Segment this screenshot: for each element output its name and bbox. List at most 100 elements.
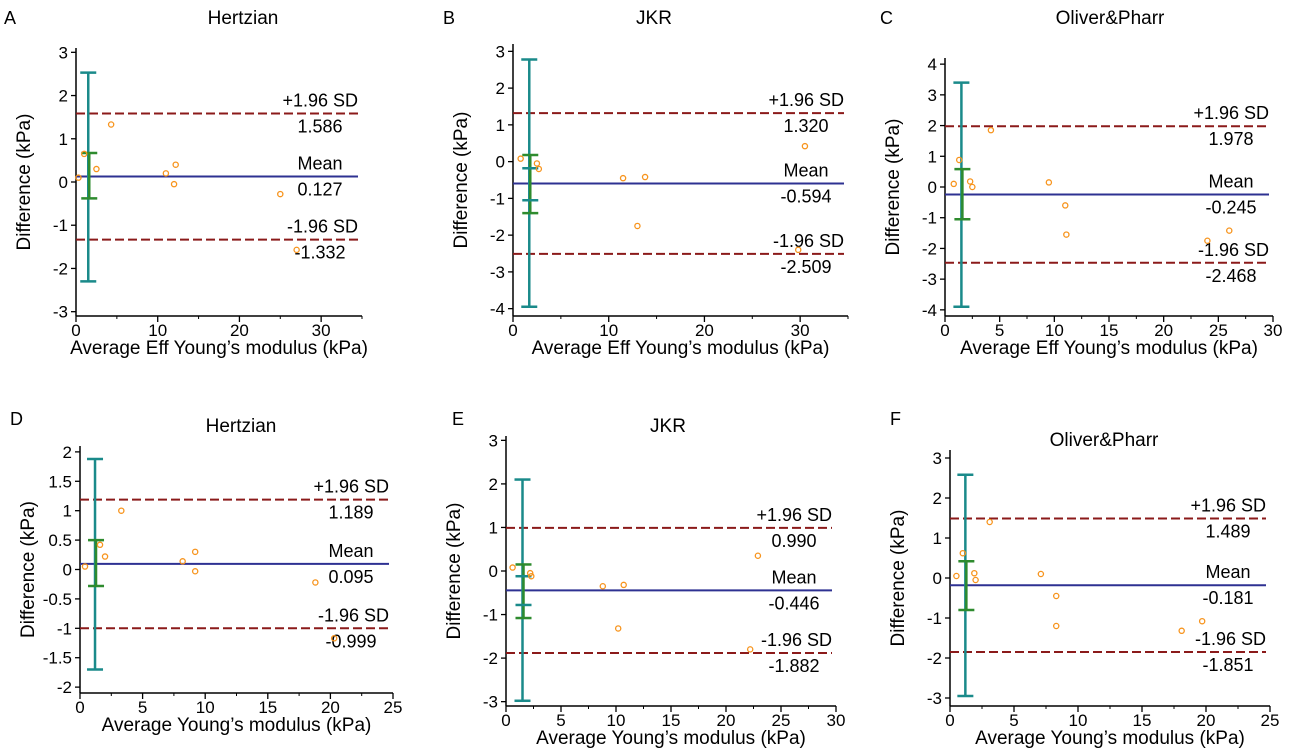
panel-letter: F [890,409,901,429]
y-axis-label: Difference (kPa) [444,503,465,640]
x-tick-label: 10 [196,698,215,717]
x-axis-label: Average Young’s modulus (kPa) [536,728,806,749]
lower-limit-label: -1.96 SD [1198,240,1269,260]
y-tick-label: 1 [928,147,937,166]
y-tick-label: 0.5 [48,531,72,550]
data-point [81,563,89,570]
data-point [1178,627,1185,635]
data-point [330,635,338,642]
x-tick-label: 10 [1045,321,1064,340]
x-tick-label: 10 [1069,711,1088,730]
x-tick-label: 0 [508,321,517,340]
y-tick-label: -1 [483,606,498,625]
x-tick-label: 5 [556,711,565,730]
mean-label: Mean [1205,562,1250,582]
upper-limit-label: +1.96 SD [313,477,389,497]
y-tick-label: 1 [496,116,505,135]
upper-limit-label: +1.96 SD [1190,495,1266,515]
x-tick-label: 30 [827,711,846,730]
y-tick-label: 2 [933,489,942,508]
y-tick-label: 1 [933,529,942,548]
x-tick-label: 25 [384,698,403,717]
lower-limit-value: -1.851 [1202,655,1253,675]
y-tick-label: -2 [53,259,68,278]
data-point [96,541,104,549]
x-tick-label: 10 [599,321,618,340]
panel-letter: B [443,8,455,28]
y-tick-label: 0 [933,569,942,588]
upper-limit-label: +1.96 SD [768,90,844,110]
data-point [293,246,300,254]
y-axis-label: Difference (kPa) [18,501,39,638]
x-tick-label: 20 [230,321,249,340]
x-tick-label: 10 [607,711,626,730]
mean-value: -0.181 [1202,588,1253,608]
chart-title: JKR [650,416,686,437]
x-tick-label: 5 [138,698,147,717]
x-axis-label: Average Eff Young’s modulus (kPa) [960,338,1258,359]
mean-value: -0.594 [780,186,831,206]
panel-letter: E [452,409,464,429]
y-tick-label: -1 [922,209,937,228]
data-point [972,576,979,584]
y-axis-label: Difference (kPa) [883,119,904,256]
data-point [107,121,115,128]
data-point [746,646,754,653]
data-point [969,183,976,191]
data-point [191,548,199,556]
lower-limit-label: -1.96 SD [287,217,358,237]
upper-limit-label: +1.96 SD [1193,103,1269,123]
y-tick-label: -3 [53,303,68,322]
data-point [277,190,284,198]
data-point [959,549,967,557]
y-tick-label: -3 [927,689,942,708]
mean-label: Mean [328,541,373,561]
x-tick-label: 30 [312,321,331,340]
data-point [1063,231,1070,238]
y-tick-label: 0 [63,561,72,580]
lower-limit-label: -1.96 SD [1195,629,1266,649]
lower-limit-label: -1.96 SD [761,630,832,650]
data-point [509,564,516,571]
data-point [528,572,535,580]
upper-limit-label: +1.96 SD [282,90,358,110]
lower-limit-value: -1.332 [294,243,345,263]
mean-label: Mean [297,154,342,174]
x-tick-label: 0 [940,321,949,340]
data-point [634,222,641,230]
y-tick-label: -3 [490,263,505,282]
lower-limit-value: -0.999 [325,631,376,651]
data-point [641,173,649,181]
data-point [953,572,960,580]
y-tick-label: 1 [63,502,72,521]
x-tick-label: 25 [772,711,791,730]
upper-limit-label: +1.96 SD [756,505,832,525]
y-axis-label: Difference (kPa) [451,112,472,249]
x-tick-label: 0 [75,698,84,717]
x-tick-label: 20 [1197,711,1216,730]
data-point [754,552,762,560]
data-point [1045,179,1053,186]
y-tick-label: 2 [59,87,68,106]
lower-limit-value: -2.509 [780,257,831,277]
upper-limit-value: 1.586 [297,116,342,136]
lower-limit-label: -1.96 SD [318,605,389,625]
panel-letter: C [880,8,893,28]
x-tick-label: 15 [662,711,681,730]
y-tick-label: -1 [490,189,505,208]
data-point [517,155,524,162]
y-axis-label: Difference (kPa) [14,114,35,251]
x-tick-label: 20 [321,698,340,717]
chart-title: Hertzian [206,416,277,437]
y-tick-label: 1.5 [48,472,72,491]
data-point [950,180,957,188]
y-tick-label: 2 [63,443,72,462]
data-point [1062,202,1069,209]
y-tick-label: -2 [57,678,72,697]
chart-title: Oliver&Pharr [1050,430,1159,451]
y-tick-label: 3 [59,43,68,62]
y-tick-label: -2 [927,649,942,668]
